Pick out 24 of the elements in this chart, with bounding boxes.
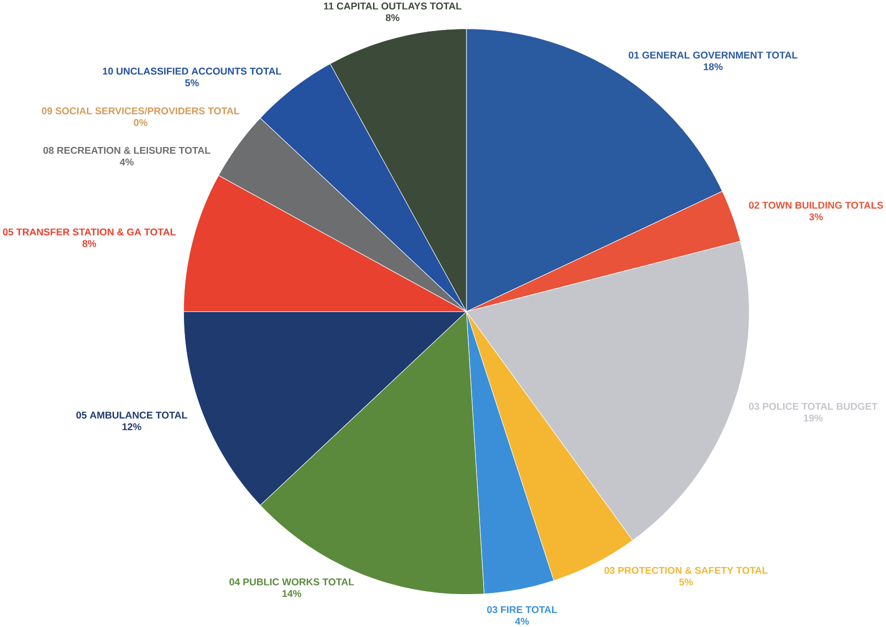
slice-label: 03 POLICE TOTAL BUDGET xyxy=(749,402,878,410)
data-label: 14% xyxy=(282,590,302,597)
data-label: 12% xyxy=(122,423,142,430)
data-label: 5% xyxy=(185,79,199,86)
slice-label: 11 CAPITAL OUTLAYS TOTAL xyxy=(324,2,462,10)
slice-label: 03 PROTECTION & SAFETY TOTAL xyxy=(604,566,768,574)
slice-label: 03 FIRE TOTAL xyxy=(487,606,558,613)
text: 0% xyxy=(134,118,148,126)
data-label: 4% xyxy=(515,618,529,625)
data-label: 4% xyxy=(120,158,134,166)
data-label: 8% xyxy=(386,14,400,22)
data-label: 18% xyxy=(704,63,723,70)
slice-label: 02 TOWN BUILDING TOTALS xyxy=(749,202,884,209)
data-label: 8% xyxy=(82,240,96,247)
slice-label: 05 TRANSFER STATION & GA TOTAL xyxy=(2,228,176,236)
category-label: 09 SOCIAL SERVICES/PROVIDERS TOTAL xyxy=(42,107,240,114)
data-label: 19% xyxy=(804,414,823,422)
data-label: 3% xyxy=(809,213,823,220)
slice-label: 10 UNCLASSIFIED ACCOUNTS TOTAL xyxy=(103,68,282,75)
data-label: 5% xyxy=(679,578,693,586)
slice-label: 08 RECREATION & LEISURE TOTAL xyxy=(43,146,210,154)
slice-label: 05 AMBULANCE TOTAL xyxy=(76,411,188,418)
slice-label: 01 GENERAL GOVERNMENT TOTAL xyxy=(628,51,798,58)
slice-label: 04 PUBLIC WORKS TOTAL xyxy=(229,578,354,586)
